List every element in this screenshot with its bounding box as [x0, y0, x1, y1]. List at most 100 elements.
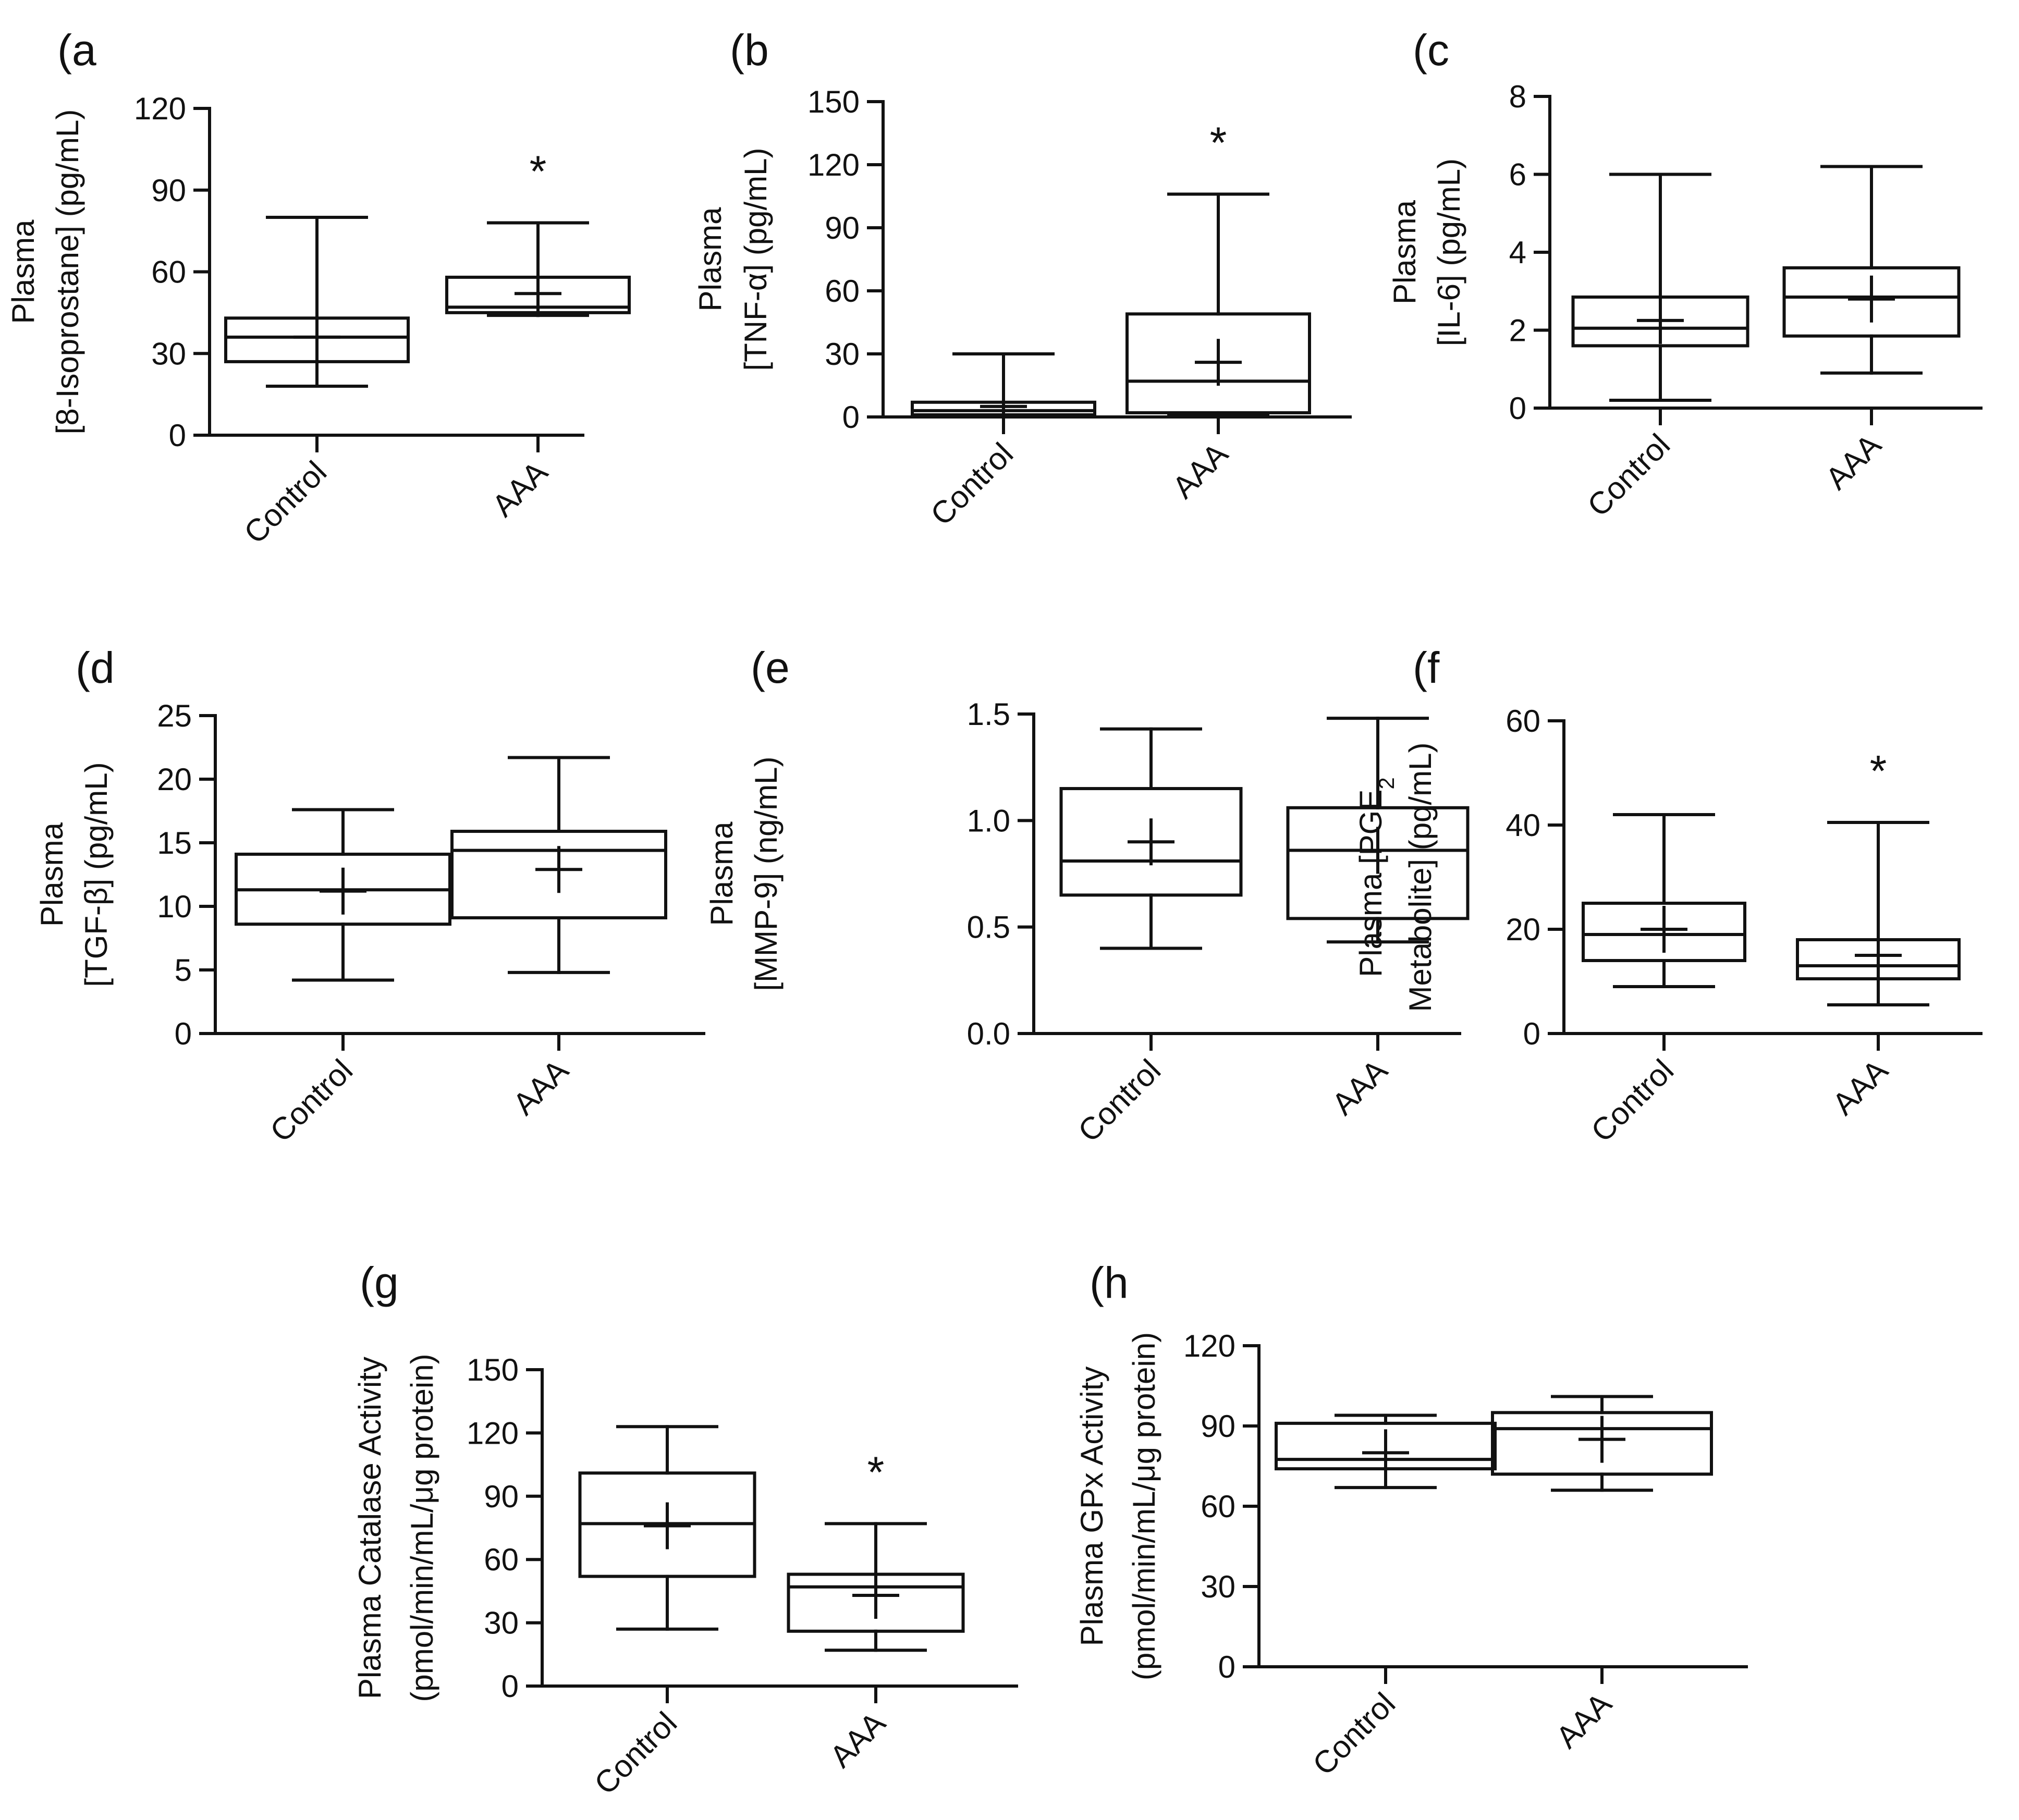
box-aaa: * — [445, 146, 631, 317]
x-category-label: AAA — [823, 1705, 892, 1774]
panel-label: (b — [730, 26, 769, 75]
y-axis-label-line: (pmol/min/mL/μg protein) — [405, 1354, 439, 1702]
panel-label: (a — [57, 26, 96, 75]
box-control — [1275, 1413, 1497, 1490]
panel-d: (d 0 5 10 15 20 25 Plasma [TGF-β] (pg/mL) Control… — [34, 643, 705, 1149]
y-tick-label: 0 — [1218, 1650, 1235, 1684]
panel-c: (c 0 2 4 6 8 Plasma [IL-6] (pg/mL) Control AAA — [1387, 26, 1983, 523]
box-control — [578, 1425, 756, 1631]
iqr-box — [1491, 1411, 1713, 1476]
x-category-label: Control — [588, 1705, 683, 1801]
y-tick-label: 25 — [157, 698, 192, 733]
y-tick-label: 20 — [157, 762, 192, 797]
iqr-box — [1125, 312, 1311, 414]
y-tick-label: 4 — [1509, 235, 1526, 270]
y-tick-label: 5 — [175, 953, 192, 988]
x-category-label: AAA — [1819, 427, 1888, 496]
y-tick-label: 0.5 — [967, 910, 1010, 945]
panel-label: (h — [1090, 1258, 1129, 1307]
panel-label: (c — [1413, 26, 1449, 75]
y-tick-label: 90 — [151, 173, 186, 208]
y-axis-label-line: Plasma — [1387, 200, 1422, 304]
y-tick-label: 120 — [1183, 1329, 1235, 1363]
y-tick-label: 0.0 — [967, 1016, 1010, 1051]
y-axis-label-line: (pmol/min/mL/μg protein) — [1127, 1332, 1161, 1680]
iqr-box — [450, 830, 667, 919]
iqr-box — [1059, 787, 1243, 897]
significance-marker: * — [1210, 118, 1227, 167]
panel-label: (e — [751, 643, 790, 692]
y-tick-label: 60 — [484, 1542, 519, 1577]
x-category-label: Control — [924, 436, 1020, 532]
y-tick-label: 150 — [467, 1352, 519, 1387]
x-category-label: AAA — [485, 454, 554, 523]
y-tick-label: 60 — [1201, 1489, 1235, 1524]
panel-h: (h 0 30 60 90 120 Plasma GPx Activity (pmol/min… — [1074, 1258, 1748, 1782]
iqr-box — [1582, 902, 1746, 962]
y-tick-label: 0 — [1509, 391, 1526, 426]
box-control — [224, 216, 410, 388]
y-tick-label: 6 — [1509, 157, 1526, 192]
y-tick-label: 60 — [825, 274, 860, 309]
y-tick-label: 90 — [825, 211, 860, 245]
box-aaa: * — [1796, 746, 1961, 1006]
x-category-label: Control — [1306, 1686, 1402, 1782]
x-category-label: Control — [263, 1053, 359, 1149]
y-axis-label-line: [8-Isoprostane] (pg/mL) — [50, 109, 85, 435]
box-control — [1059, 727, 1243, 950]
y-tick-label: 1.0 — [967, 803, 1010, 838]
y-tick-label: 0 — [169, 418, 186, 453]
y-axis-label-line: Plasma — [6, 219, 41, 324]
y-axis-label-line: Plasma — [693, 207, 728, 312]
y-tick-label: 0 — [1523, 1016, 1540, 1051]
box-aaa — [1491, 1395, 1713, 1492]
y-axis-label-line: [IL-6] (pg/mL) — [1431, 158, 1466, 346]
y-axis-label-line: Plasma GPx Activity — [1074, 1367, 1109, 1646]
panel-label: (d — [76, 643, 115, 692]
panel-b: (b 0 30 60 90 120 150 Plasma [TNF-α] (pg/mL) Cont… — [693, 26, 1352, 532]
y-tick-label: 20 — [1506, 912, 1540, 947]
box-aaa — [1782, 165, 1961, 375]
iqr-box — [1286, 806, 1470, 920]
y-axis-label-line: [TNF-α] (pg/mL) — [738, 147, 773, 371]
y-tick-label: 0 — [501, 1669, 519, 1704]
panel-label: (g — [360, 1258, 399, 1307]
x-category-label: Control — [237, 454, 333, 550]
significance-marker: * — [1870, 746, 1887, 795]
y-tick-label: 120 — [134, 91, 186, 126]
y-tick-label: 1.5 — [967, 697, 1010, 732]
iqr-box — [1782, 266, 1961, 338]
x-category-label: Control — [1581, 427, 1677, 523]
y-tick-label: 90 — [484, 1479, 519, 1514]
y-tick-label: 8 — [1509, 79, 1526, 114]
box-aaa — [1286, 717, 1470, 944]
y-tick-label: 120 — [467, 1416, 519, 1450]
y-axis-label-line: Metabolite] (pg/mL) — [1403, 743, 1438, 1012]
box-control — [235, 808, 451, 982]
y-tick-label: 30 — [484, 1606, 519, 1641]
y-axis-label-line: [MMP-9] (ng/mL) — [749, 756, 784, 991]
box-control — [1571, 173, 1749, 402]
y-axis-label-line: Plasma — [34, 822, 69, 927]
y-tick-label: 30 — [1201, 1569, 1235, 1604]
x-category-label: AAA — [506, 1053, 575, 1122]
y-tick-label: 2 — [1509, 313, 1526, 348]
y-tick-label: 120 — [807, 147, 860, 182]
y-tick-label: 40 — [1506, 808, 1540, 843]
panel-g: (g 0 30 60 90 120 150 Plasma Catalase Activity (… — [352, 1258, 1018, 1801]
x-category-label: Control — [1584, 1053, 1680, 1149]
x-category-label: AAA — [1549, 1686, 1618, 1755]
x-category-label: AAA — [1166, 436, 1234, 505]
y-tick-label: 0 — [842, 400, 860, 435]
y-tick-label: 60 — [1506, 704, 1540, 739]
significance-marker: * — [530, 146, 547, 195]
box-aaa: * — [787, 1447, 965, 1652]
y-tick-label: 10 — [157, 889, 192, 924]
box-aaa — [450, 756, 667, 974]
y-axis-label-line: Plasma — [704, 821, 739, 926]
y-axis-label-line: Plasma Catalase Activity — [352, 1357, 387, 1699]
y-tick-label: 0 — [175, 1016, 192, 1051]
x-category-label: AAA — [1826, 1053, 1894, 1122]
